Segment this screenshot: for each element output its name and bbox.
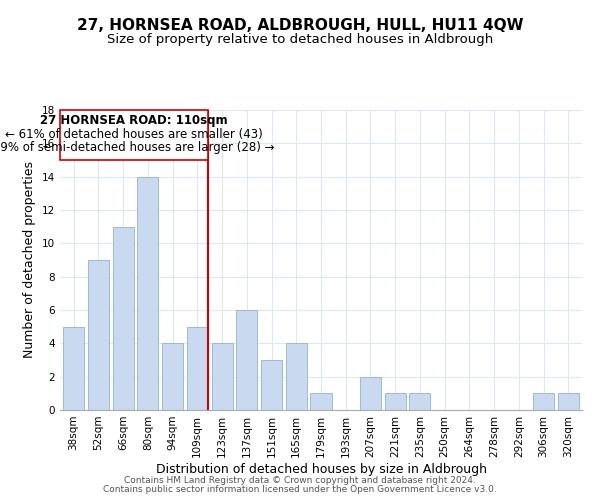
Bar [558,394,579,410]
Bar [88,260,109,410]
Bar [533,394,554,410]
FancyBboxPatch shape [60,110,208,160]
Bar [162,344,183,410]
Text: 27, HORNSEA ROAD, ALDBROUGH, HULL, HU11 4QW: 27, HORNSEA ROAD, ALDBROUGH, HULL, HU11 … [77,18,523,32]
Bar [360,376,381,410]
Bar [187,326,208,410]
Bar [212,344,233,410]
Bar [286,344,307,410]
X-axis label: Distribution of detached houses by size in Aldbrough: Distribution of detached houses by size … [155,462,487,475]
Bar [261,360,282,410]
Bar [113,226,134,410]
Text: 27 HORNSEA ROAD: 110sqm: 27 HORNSEA ROAD: 110sqm [40,114,228,128]
Text: Contains public sector information licensed under the Open Government Licence v3: Contains public sector information licen… [103,485,497,494]
Y-axis label: Number of detached properties: Number of detached properties [23,162,37,358]
Bar [236,310,257,410]
Text: Size of property relative to detached houses in Aldbrough: Size of property relative to detached ho… [107,32,493,46]
Text: 39% of semi-detached houses are larger (28) →: 39% of semi-detached houses are larger (… [0,141,275,154]
Text: Contains HM Land Registry data © Crown copyright and database right 2024.: Contains HM Land Registry data © Crown c… [124,476,476,485]
Text: ← 61% of detached houses are smaller (43): ← 61% of detached houses are smaller (43… [5,128,263,140]
Bar [137,176,158,410]
Bar [310,394,332,410]
Bar [385,394,406,410]
Bar [63,326,84,410]
Bar [409,394,430,410]
